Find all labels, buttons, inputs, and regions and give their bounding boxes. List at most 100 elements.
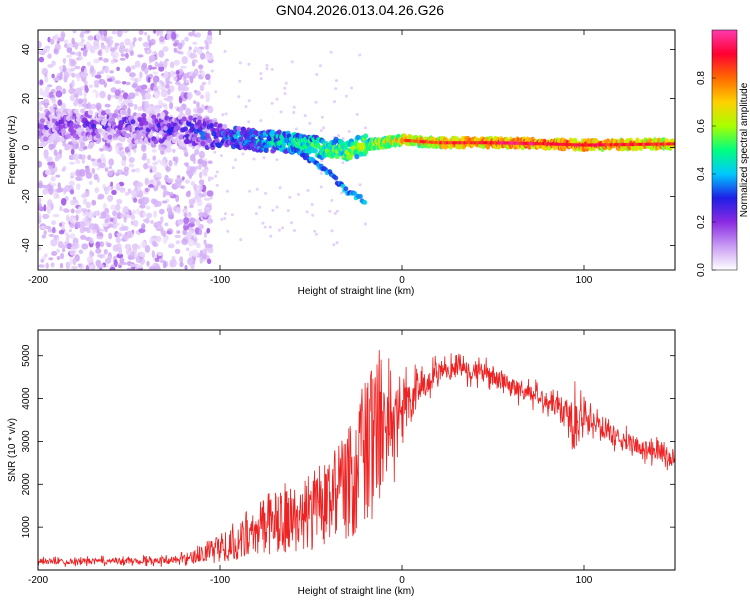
spectrogram-noise-cell bbox=[132, 247, 138, 254]
spectrogram-noise-cell bbox=[83, 91, 87, 98]
spectrogram-noise-cell bbox=[112, 244, 119, 252]
spectrogram-noise-cell bbox=[310, 203, 314, 206]
spectrogram-ridge-cell bbox=[166, 135, 172, 141]
spectrogram-noise-cell bbox=[159, 35, 165, 43]
spectrogram-noise-cell bbox=[103, 249, 108, 255]
spectrogram-noise-cell bbox=[79, 91, 83, 96]
colorbar-tick-label: 0.4 bbox=[696, 167, 707, 181]
spectrogram-noise-cell bbox=[55, 90, 63, 98]
spectrogram-noise-cell bbox=[104, 225, 108, 233]
spectrogram-noise-cell bbox=[118, 146, 124, 150]
snr-y-ticks: 1000 2000 3000 4000 5000 bbox=[21, 344, 675, 538]
spectrogram-noise-cell bbox=[340, 191, 344, 195]
spectrogram-noise-cell bbox=[164, 83, 170, 89]
spectrogram-noise-cell bbox=[269, 234, 273, 238]
spectrogram-noise-cell bbox=[95, 248, 102, 254]
spectrogram-noise-cell bbox=[98, 56, 103, 61]
spectrogram-noise-cell bbox=[81, 158, 85, 164]
spectrogram-noise-cell bbox=[75, 169, 81, 177]
spectrogram-noise-cell bbox=[174, 180, 182, 188]
spectrogram-noise-cell bbox=[104, 65, 109, 74]
spectrogram-noise-cell bbox=[223, 217, 227, 220]
spectrogram-noise-cell bbox=[141, 62, 148, 69]
spectrogram-noise-cell bbox=[179, 261, 184, 268]
spectrogram-ridge-cell bbox=[38, 111, 41, 117]
spectrogram-noise-cell bbox=[128, 163, 135, 168]
spectrogram-noise-cell bbox=[71, 79, 75, 88]
spectrogram-noise-cell bbox=[69, 161, 75, 165]
spectrogram-noise-cell bbox=[283, 86, 287, 90]
spectrogram-ridge-cell bbox=[556, 137, 562, 144]
spectrogram-noise-cell bbox=[151, 165, 157, 173]
spectrogram-x-tick-label: -100 bbox=[210, 275, 230, 286]
spectrogram-noise-cell bbox=[125, 52, 129, 59]
spectrogram-noise-cell bbox=[53, 48, 58, 54]
spectrogram-noise-cell bbox=[136, 208, 140, 215]
spectrogram-noise-cell bbox=[169, 61, 175, 69]
spectrogram-noise-cell bbox=[160, 89, 168, 98]
spectrogram-noise-cell bbox=[98, 78, 106, 85]
spectrogram-noise-cell bbox=[62, 247, 66, 253]
spectrogram-noise-cell bbox=[126, 65, 132, 73]
spectrogram-noise-cell bbox=[226, 229, 230, 233]
spectrogram-noise-cell bbox=[104, 45, 110, 54]
spectrogram-noise-cell bbox=[89, 249, 93, 258]
spectrogram-noise-cell bbox=[175, 81, 181, 86]
spectrogram-noise-cell bbox=[149, 55, 156, 61]
spectrogram-noise-cell bbox=[182, 228, 187, 236]
spectrogram-noise-cell bbox=[62, 57, 67, 64]
spectrogram-ridge-cell bbox=[127, 137, 133, 144]
spectrogram-ridge-cell bbox=[355, 134, 361, 140]
colorbar-tick-label: 0.2 bbox=[696, 215, 707, 229]
spectrogram-noise-cell bbox=[91, 167, 96, 175]
spectrogram-noise-cell bbox=[162, 156, 168, 162]
spectrogram-noise-cell bbox=[270, 67, 274, 71]
spectrogram-noise-cell bbox=[38, 106, 43, 112]
spectrogram-noise-cell bbox=[191, 30, 196, 35]
spectrogram-ridge-cell bbox=[76, 127, 83, 133]
spectrogram-noise-cell bbox=[305, 210, 309, 214]
spectrogram-noise-cell bbox=[99, 147, 104, 152]
spectrogram-noise-cell bbox=[255, 187, 259, 191]
spectrogram-ridge-cell bbox=[552, 144, 557, 151]
spectrogram-noise-cell bbox=[133, 197, 138, 203]
spectrogram-noise-cell bbox=[153, 76, 158, 82]
spectrogram-noise-cell bbox=[107, 94, 112, 101]
spectrogram-noise-cell bbox=[121, 46, 125, 52]
spectrogram-noise-cell bbox=[252, 157, 256, 161]
spectrogram-noise-cell bbox=[77, 263, 82, 267]
spectrogram-noise-cell bbox=[271, 208, 275, 212]
spectrogram-noise-cell bbox=[122, 104, 128, 110]
spectrogram-noise-cell bbox=[85, 216, 89, 222]
spectrogram-noise-cell bbox=[127, 102, 134, 107]
spectrogram-noise-cell bbox=[198, 212, 205, 217]
spectrogram-noise-cell bbox=[192, 59, 198, 63]
spectrogram-noise-cell bbox=[79, 31, 85, 39]
spectrogram-noise-cell bbox=[43, 204, 47, 212]
spectrogram-noise-cell bbox=[44, 169, 52, 176]
spectrogram-noise-cell bbox=[196, 101, 200, 109]
spectrogram-noise-cell bbox=[144, 92, 152, 100]
spectrogram-noise-cell bbox=[38, 101, 42, 107]
spectrogram-noise-cell bbox=[205, 41, 209, 50]
spectrogram-noise-cell bbox=[223, 49, 227, 53]
spectrogram-noise-cell bbox=[182, 86, 190, 92]
spectrogram-noise-cell bbox=[119, 57, 126, 61]
spectrogram-noise-cell bbox=[46, 207, 51, 215]
spectrogram-noise-cell bbox=[156, 30, 160, 37]
spectrogram-noise-cell bbox=[86, 61, 91, 67]
spectrogram-y-tick-label: -40 bbox=[21, 238, 32, 253]
spectrogram-noise-cell bbox=[66, 214, 70, 222]
spectrogram-noise-cell bbox=[330, 198, 334, 202]
spectrogram-noise-cell bbox=[69, 233, 76, 240]
spectrogram-noise-cell bbox=[41, 184, 47, 188]
spectrogram-noise-cell bbox=[47, 53, 52, 59]
spectrogram-noise-cell bbox=[74, 65, 81, 70]
spectrogram-noise-cell bbox=[355, 112, 359, 116]
spectrogram-noise-cell bbox=[58, 149, 63, 155]
spectrogram-noise-cell bbox=[247, 99, 251, 103]
spectrogram-noise-cell bbox=[142, 96, 146, 100]
spectrogram-noise-cell bbox=[303, 114, 307, 118]
spectrogram-ridge-cell bbox=[153, 138, 159, 145]
spectrogram-noise-cell bbox=[105, 264, 109, 268]
